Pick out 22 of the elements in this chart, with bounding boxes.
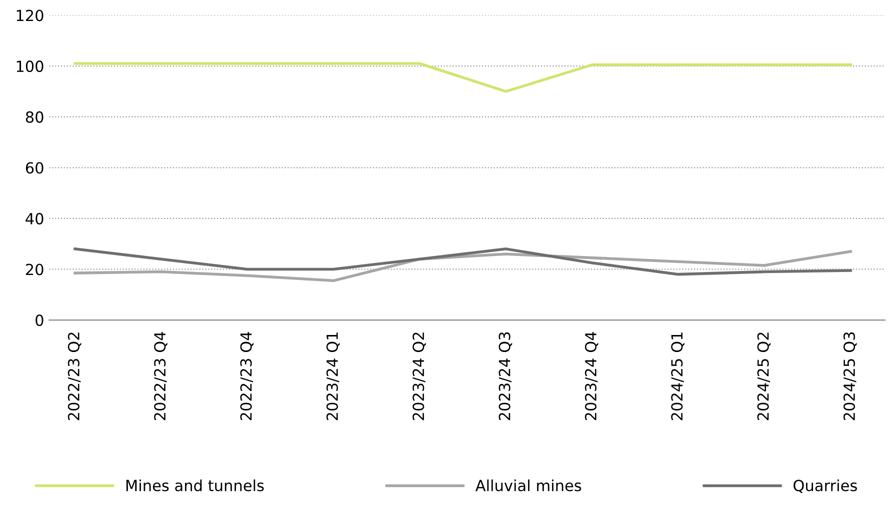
legend-label: Quarries (794, 479, 857, 494)
y-tick-label: 40 (26, 212, 44, 224)
x-tick-label: 2022/23 Q2 (68, 332, 82, 420)
x-tick-label: 2023/24 Q4 (584, 332, 598, 420)
x-tick-label: 2022/23 Q4 (240, 332, 254, 420)
y-tick-label: 100 (16, 60, 44, 72)
x-tick-label: 2023/24 Q1 (326, 332, 340, 420)
x-tick-label: 2022/23 Q4 (154, 332, 168, 420)
y-tick-label: 80 (26, 111, 44, 123)
x-tick-label: 2024/25 Q2 (757, 332, 771, 420)
line-series (74, 250, 852, 282)
y-tick-label: 0 (36, 314, 44, 326)
y-tick-label: 120 (16, 10, 44, 22)
legend-label: Alluvial mines (475, 479, 582, 492)
x-tick-label: 2024/25 Q1 (671, 332, 684, 420)
legend-label: Mines and tunnels (126, 479, 264, 492)
y-tick-label: 60 (26, 162, 44, 174)
line-series (74, 248, 852, 276)
x-tick-label: 2024/25 Q3 (843, 332, 857, 420)
y-tick-label: 20 (26, 264, 44, 276)
x-tick-label: 2023/24 Q2 (412, 332, 426, 420)
x-tick-label: 2023/24 Q3 (498, 332, 512, 420)
